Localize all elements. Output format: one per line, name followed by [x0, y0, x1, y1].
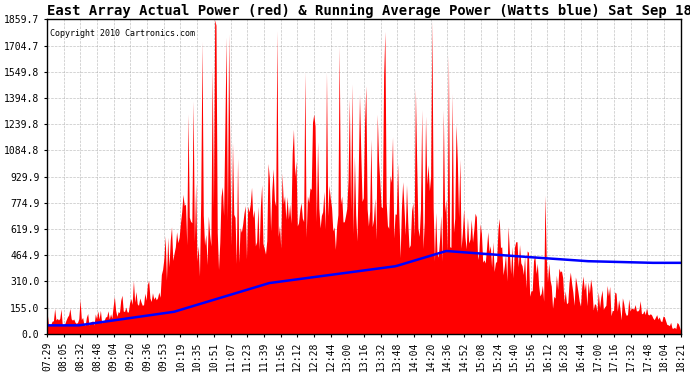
Text: East Array Actual Power (red) & Running Average Power (Watts blue) Sat Sep 18 18: East Array Actual Power (red) & Running … [47, 4, 690, 18]
Text: Copyright 2010 Cartronics.com: Copyright 2010 Cartronics.com [50, 29, 195, 38]
